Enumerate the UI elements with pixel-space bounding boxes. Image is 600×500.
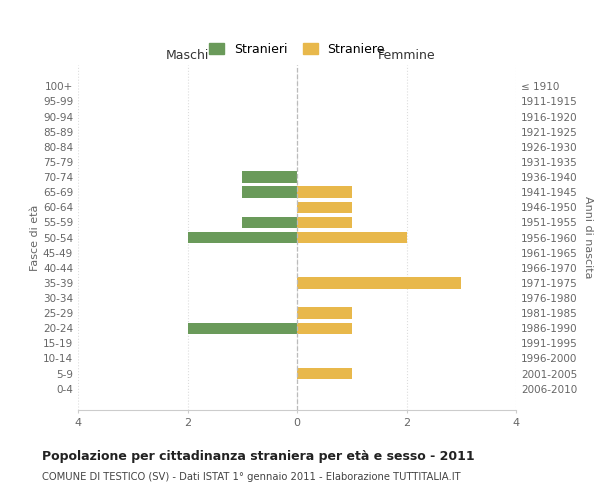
Text: COMUNE DI TESTICO (SV) - Dati ISTAT 1° gennaio 2011 - Elaborazione TUTTITALIA.IT: COMUNE DI TESTICO (SV) - Dati ISTAT 1° g… [42,472,461,482]
Bar [297,368,352,379]
Bar [297,202,352,213]
Bar [242,216,297,228]
Legend: Stranieri, Straniere: Stranieri, Straniere [203,36,391,62]
Y-axis label: Fasce di età: Fasce di età [30,204,40,270]
Bar [187,232,297,243]
Bar [242,172,297,182]
Text: Popolazione per cittadinanza straniera per età e sesso - 2011: Popolazione per cittadinanza straniera p… [42,450,475,463]
Bar [242,186,297,198]
Bar [297,186,352,198]
Text: Femmine: Femmine [377,48,436,62]
Bar [187,322,297,334]
Text: Maschi: Maschi [166,48,209,62]
Bar [297,277,461,288]
Bar [297,322,352,334]
Bar [297,232,407,243]
Bar [297,216,352,228]
Bar [297,308,352,318]
Y-axis label: Anni di nascita: Anni di nascita [583,196,593,279]
